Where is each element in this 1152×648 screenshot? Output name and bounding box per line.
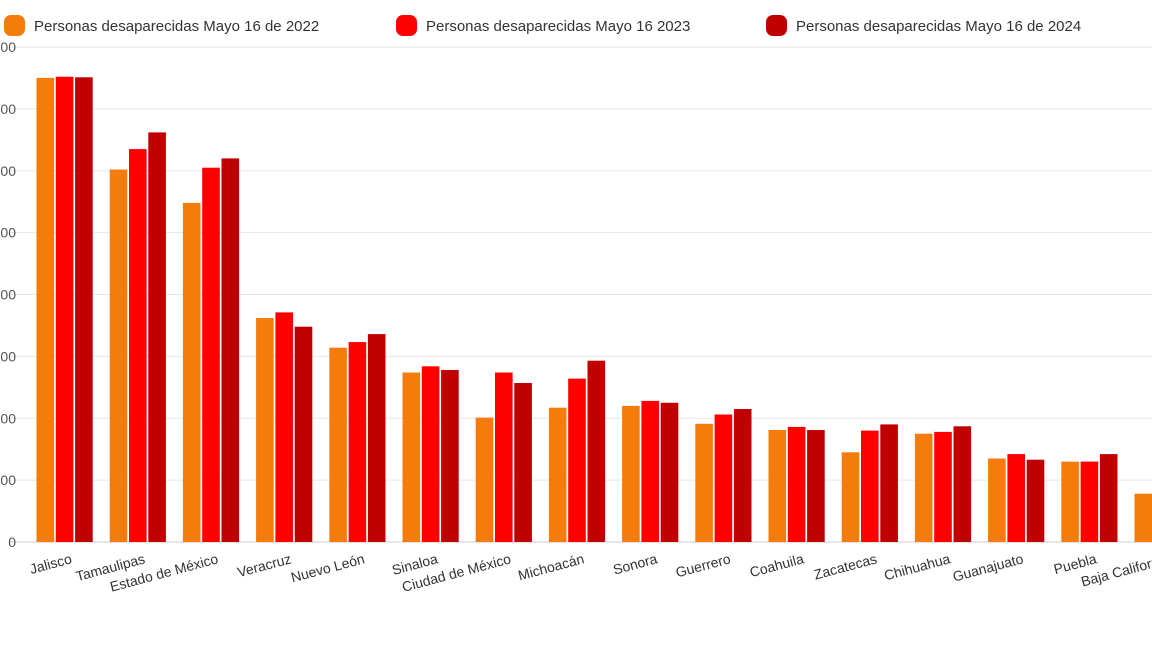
category-label: Jalisco: [28, 550, 74, 577]
legend-item[interactable]: Personas desaparecidas Mayo 16 de 2022: [4, 15, 319, 36]
legend-label: Personas desaparecidas Mayo 16 de 2022: [34, 18, 319, 35]
bar[interactable]: [1026, 459, 1045, 542]
legend-label: Personas desaparecidas Mayo 16 2023: [426, 18, 690, 35]
category-label: Sonora: [611, 550, 659, 577]
category-label: Chihuahua: [882, 550, 952, 583]
bar[interactable]: [548, 407, 567, 542]
bar[interactable]: [402, 372, 421, 543]
bar[interactable]: [148, 132, 166, 542]
category-label: Veracruz: [235, 550, 293, 580]
bar[interactable]: [1080, 461, 1099, 542]
category-label: Michoacán: [516, 550, 586, 583]
legend-item[interactable]: Personas desaparecidas Mayo 16 de 2024: [766, 15, 1081, 36]
bar[interactable]: [1007, 454, 1025, 542]
bar[interactable]: [36, 77, 55, 543]
bar[interactable]: [1061, 461, 1079, 542]
legend-swatch: [766, 15, 787, 36]
bar[interactable]: [787, 426, 806, 542]
legend-swatch: [4, 15, 25, 36]
bar[interactable]: [256, 318, 274, 542]
bar[interactable]: [1099, 454, 1118, 542]
bar[interactable]: [914, 433, 933, 542]
y-tick-label: 00: [0, 472, 16, 488]
bar[interactable]: [714, 414, 733, 543]
category-label: Guanajuato: [951, 550, 1025, 584]
bar[interactable]: [768, 430, 787, 542]
bar[interactable]: [733, 409, 752, 542]
legend-label: Personas desaparecidas Mayo 16 de 2024: [796, 18, 1081, 35]
bar[interactable]: [953, 426, 972, 542]
bar[interactable]: [934, 431, 952, 542]
bar[interactable]: [202, 167, 220, 542]
category-label: Coahuila: [748, 550, 806, 580]
bar[interactable]: [695, 423, 713, 542]
legend[interactable]: Personas desaparecidas Mayo 16 de 2022 Pe…: [4, 15, 1081, 36]
y-tick-label: 00: [0, 287, 16, 303]
y-tick-label: 00: [0, 410, 16, 426]
bar[interactable]: [622, 405, 640, 542]
bar[interactable]: [348, 342, 367, 542]
bar[interactable]: [109, 169, 128, 543]
bars: [36, 76, 1152, 543]
bar[interactable]: [514, 383, 532, 542]
bar[interactable]: [495, 372, 513, 543]
bar[interactable]: [182, 202, 201, 542]
y-tick-label: 0: [8, 534, 16, 550]
bar[interactable]: [807, 430, 825, 542]
category-label: Guerrero: [674, 550, 732, 580]
category-label: Zacatecas: [812, 550, 879, 582]
bar[interactable]: [1134, 493, 1152, 542]
bar[interactable]: [660, 402, 679, 542]
bar[interactable]: [861, 430, 879, 542]
y-tick-label: 00: [0, 225, 16, 241]
bar[interactable]: [129, 149, 147, 542]
bar[interactable]: [587, 360, 606, 542]
legend-item[interactable]: Personas desaparecidas Mayo 16 2023: [396, 15, 690, 36]
bar[interactable]: [441, 370, 459, 542]
y-tick-label: 00: [0, 348, 16, 364]
legend-swatch: [396, 15, 417, 36]
bar[interactable]: [367, 334, 386, 542]
bar[interactable]: [880, 424, 898, 542]
bar[interactable]: [275, 312, 293, 542]
bar[interactable]: [421, 366, 440, 542]
bar[interactable]: [841, 452, 860, 542]
y-tick-label: 00: [0, 163, 16, 179]
bar[interactable]: [55, 76, 74, 542]
bar[interactable]: [221, 158, 240, 542]
bar[interactable]: [568, 378, 586, 542]
bar[interactable]: [75, 77, 93, 543]
bar[interactable]: [641, 400, 659, 542]
y-tick-label: 00: [0, 39, 16, 55]
y-tick-label: 00: [0, 101, 16, 117]
bar[interactable]: [294, 326, 313, 542]
bar[interactable]: [329, 347, 347, 542]
bar[interactable]: [988, 458, 1006, 543]
category-label: Nuevo León: [289, 550, 366, 585]
bar[interactable]: [475, 417, 494, 542]
